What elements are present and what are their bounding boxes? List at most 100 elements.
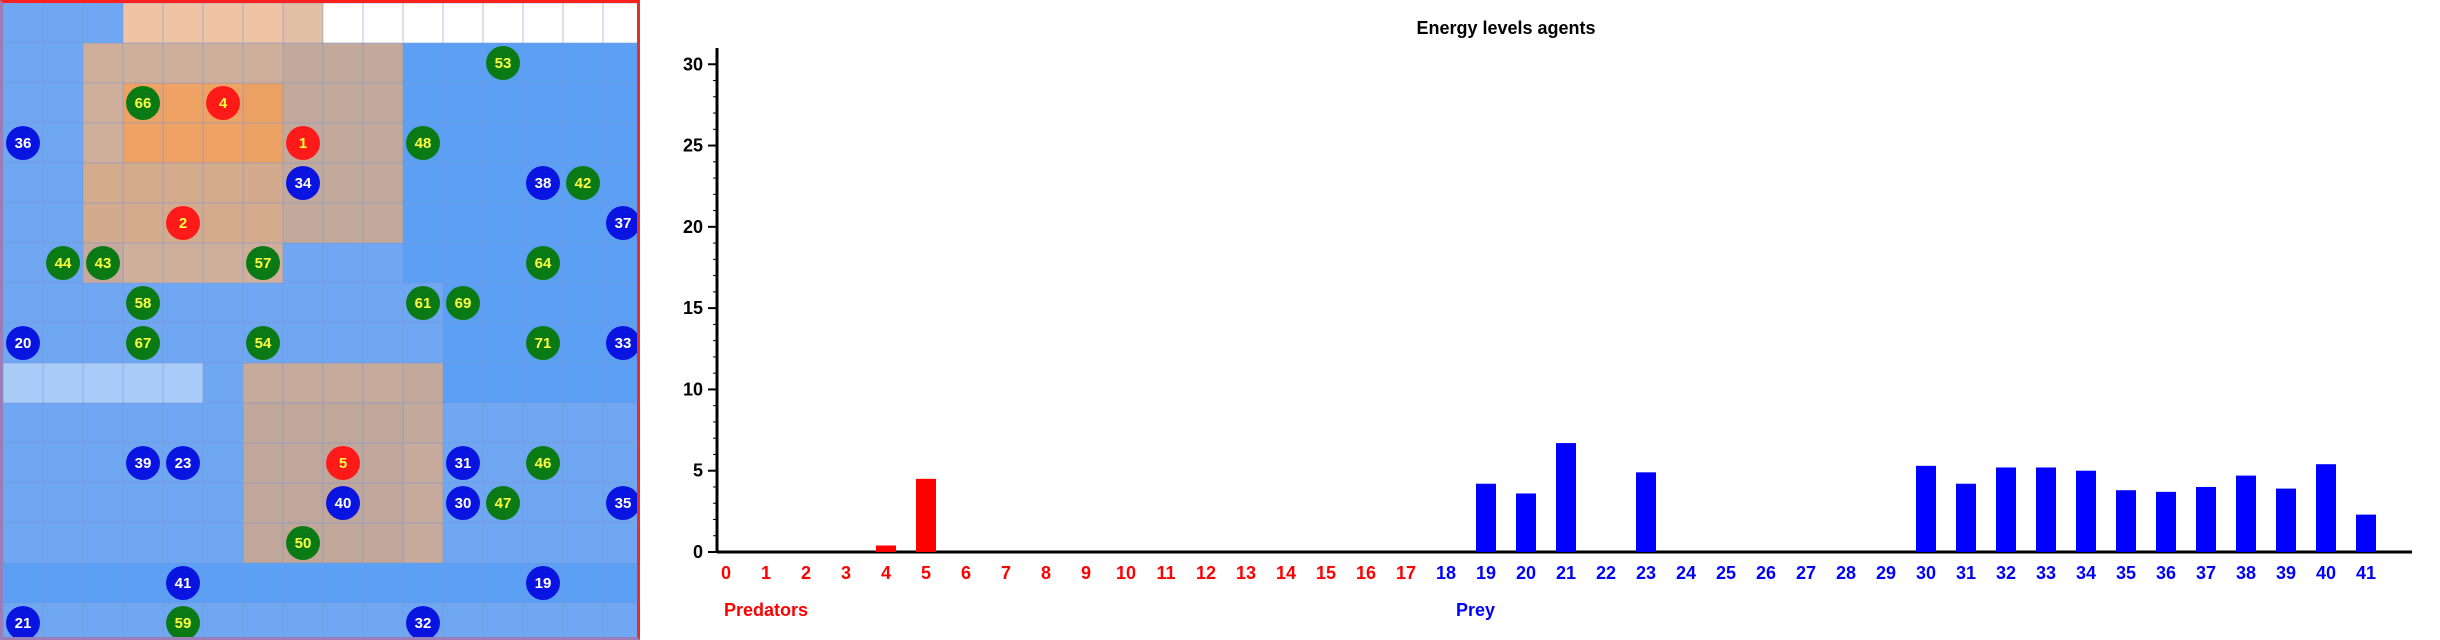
patch-cell — [443, 123, 483, 163]
agent-blue-marker[interactable] — [606, 206, 640, 240]
agent-blue-marker[interactable] — [6, 326, 40, 360]
agent-green-marker[interactable] — [86, 246, 120, 280]
agent-green-marker[interactable] — [246, 246, 280, 280]
agent-blue-marker[interactable] — [406, 606, 440, 640]
agent-green-marker[interactable] — [446, 286, 480, 320]
patch-cell — [523, 363, 563, 403]
agent-id-label: 35 — [615, 495, 632, 512]
agent-blue-marker[interactable] — [6, 606, 40, 640]
agent-red-marker[interactable] — [326, 446, 360, 480]
agent-blue-marker[interactable] — [6, 126, 40, 160]
patch-cell — [443, 203, 483, 243]
patch-cell — [483, 403, 523, 443]
agent-green-marker[interactable] — [286, 526, 320, 560]
agent-id-label: 20 — [15, 335, 32, 352]
patch-cell — [403, 3, 443, 43]
patch-cell — [163, 363, 203, 403]
patch-cell — [3, 83, 43, 123]
patch-cell — [443, 323, 483, 363]
patch-cell — [243, 283, 283, 323]
patch-cell — [43, 123, 83, 163]
patch-cell — [523, 483, 563, 523]
agent-green-marker[interactable] — [486, 486, 520, 520]
agent-id-label: 67 — [135, 335, 152, 352]
agent-green-marker[interactable] — [566, 166, 600, 200]
agent-green-marker[interactable] — [126, 86, 160, 120]
agent-blue-marker[interactable] — [166, 446, 200, 480]
agent-blue-marker[interactable] — [286, 166, 320, 200]
patch-cell — [3, 523, 43, 563]
patch-cell — [43, 3, 83, 43]
patch-cell — [443, 163, 483, 203]
agent-green-marker[interactable] — [406, 126, 440, 160]
patch-cell — [243, 603, 283, 637]
agent-green-marker[interactable] — [526, 446, 560, 480]
agent-blue-marker[interactable] — [126, 446, 160, 480]
x-tick-label: 27 — [1796, 563, 1816, 583]
patch-cell — [443, 563, 483, 603]
agent-green-marker[interactable] — [126, 286, 160, 320]
agent-blue-marker[interactable] — [166, 566, 200, 600]
agent-green-marker[interactable] — [46, 246, 80, 280]
patch-cell — [443, 83, 483, 123]
agent-blue-marker[interactable] — [526, 566, 560, 600]
agent-id-label: 2 — [179, 215, 187, 232]
agent-id-label: 59 — [175, 615, 192, 632]
y-tick-label: 15 — [683, 298, 703, 318]
patch-cell — [3, 203, 43, 243]
x-tick-label: 38 — [2236, 563, 2256, 583]
agent-blue-marker[interactable] — [446, 486, 480, 520]
agent-green-marker[interactable] — [166, 606, 200, 640]
agent-id-label: 47 — [495, 495, 512, 512]
x-tick-label: 15 — [1316, 563, 1336, 583]
agent-id-label: 46 — [535, 455, 552, 472]
agent-blue-marker[interactable] — [446, 446, 480, 480]
agent-id-label: 50 — [295, 535, 312, 552]
patch-cell — [523, 203, 563, 243]
agent-green-marker[interactable] — [406, 286, 440, 320]
agent-id-label: 57 — [255, 255, 272, 272]
agent-id-label: 21 — [15, 615, 32, 632]
patch-cell — [83, 603, 123, 637]
energy-bar — [1996, 467, 2016, 552]
patch-cell — [323, 3, 363, 43]
x-tick-label: 24 — [1676, 563, 1696, 583]
agent-red-marker[interactable] — [286, 126, 320, 160]
agent-green-marker[interactable] — [246, 326, 280, 360]
agent-red-marker[interactable] — [206, 86, 240, 120]
agent-green-marker[interactable] — [526, 326, 560, 360]
world-grid-panel[interactable]: 53 66 4 36 1 48 34 38 42 2 37 44 43 57 64 58 61 69 20 67 54 7… — [0, 0, 640, 640]
patch-cell — [83, 403, 123, 443]
patch-cell — [3, 363, 43, 403]
patch-cell — [203, 323, 243, 363]
agent-id-label: 38 — [535, 175, 552, 192]
energy-bar — [2356, 514, 2376, 552]
x-tick-label: 20 — [1516, 563, 1536, 583]
agent-blue-marker[interactable] — [606, 486, 640, 520]
patch-cell — [203, 283, 243, 323]
patch-cell — [363, 243, 403, 283]
agent-green-marker[interactable] — [126, 326, 160, 360]
patch-cell — [603, 123, 637, 163]
patch-cell — [83, 3, 123, 43]
agent-green-marker[interactable] — [526, 246, 560, 280]
patch-cell — [283, 243, 323, 283]
agent-blue-marker[interactable] — [326, 486, 360, 520]
patch-cell — [163, 483, 203, 523]
patch-cell — [323, 323, 363, 363]
patch-cell — [483, 123, 523, 163]
agent-blue-marker[interactable] — [606, 326, 640, 360]
energy-bar — [1636, 472, 1656, 552]
patch-cell — [203, 363, 243, 403]
patch-cell — [523, 83, 563, 123]
patch-cell — [403, 243, 443, 283]
x-tick-label: 17 — [1396, 563, 1416, 583]
agent-blue-marker[interactable] — [526, 166, 560, 200]
patch-cell — [3, 483, 43, 523]
agent-red-marker[interactable] — [166, 206, 200, 240]
patch-cell — [83, 283, 123, 323]
agent-id-label: 54 — [255, 335, 272, 352]
agent-green-marker[interactable] — [486, 46, 520, 80]
